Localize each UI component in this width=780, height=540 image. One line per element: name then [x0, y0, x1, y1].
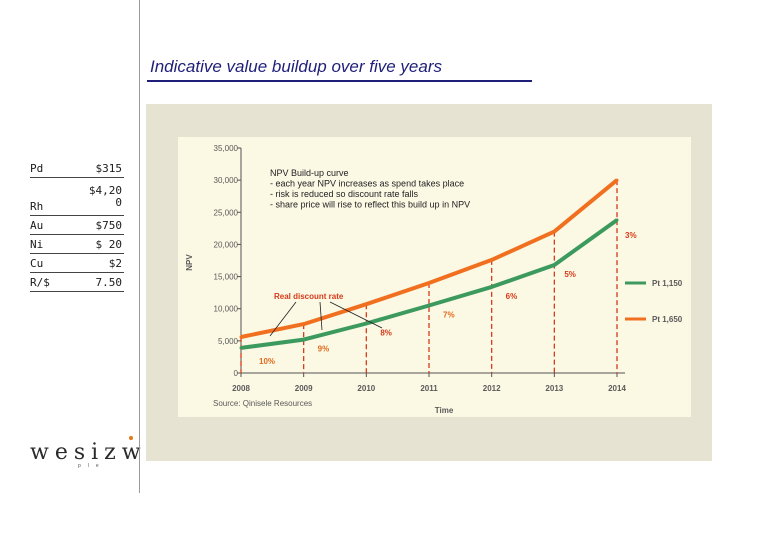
- metal-row: Ni $ 20: [30, 235, 124, 254]
- series-point: [364, 322, 368, 325]
- metal-row: Rh $4,20 0: [30, 178, 124, 216]
- annotation-line: - each year NPV increases as spend takes…: [270, 179, 464, 189]
- annotation-line: NPV Build-up curve: [270, 168, 349, 178]
- series-point: [302, 322, 306, 326]
- series-point: [552, 230, 556, 234]
- metal-symbol: Cu: [30, 257, 44, 270]
- y-tick-label: 20,000: [214, 240, 239, 249]
- y-tick-label: 10,000: [214, 305, 239, 314]
- logo-subtitle: ple: [78, 463, 106, 469]
- x-tick-label: 2012: [483, 384, 501, 393]
- y-tick-label: 15,000: [214, 273, 239, 282]
- metal-price: $315: [95, 161, 123, 175]
- y-tick-label: 5,000: [218, 337, 239, 346]
- discount-rate-label: 7%: [443, 311, 455, 320]
- series-point: [490, 258, 494, 262]
- series-point: [615, 218, 619, 222]
- x-tick-label: 2013: [545, 384, 563, 393]
- metal-symbol: R/$: [30, 276, 50, 289]
- side-panel: Pd $315 Rh $4,20 0 Au $750 Ni $ 20 Cu $2 R/$ 7.50 w…: [0, 0, 166, 540]
- x-tick-label: 2010: [357, 384, 375, 393]
- metal-price: $2: [108, 256, 122, 270]
- pointer-line: [269, 301, 297, 337]
- metal-price: $4,20 0: [88, 184, 122, 209]
- series-point: [490, 285, 494, 289]
- series-point: [615, 178, 619, 182]
- chart-series: [239, 178, 619, 350]
- metal-price: 7.50: [95, 275, 123, 289]
- series-point: [552, 263, 556, 267]
- plot-area: [178, 137, 691, 417]
- metal-symbol: Au: [30, 219, 44, 232]
- annotation-line: - risk is reduced so discount rate falls: [270, 189, 419, 199]
- company-logo: wesizwe ple: [30, 436, 166, 469]
- x-tick-label: 2014: [608, 384, 626, 393]
- series-point: [427, 281, 431, 285]
- y-tick-label: 35,000: [214, 144, 239, 153]
- discount-rate-label: 6%: [506, 292, 518, 301]
- x-tick-label: 2008: [232, 384, 250, 393]
- table-rule: [30, 253, 124, 254]
- discount-rate-label: 9%: [318, 345, 330, 354]
- chart-text: Pt 1,650 Pt 1,150 10% 9% 8% 7% 6% 5% 3% Real disc…: [213, 168, 683, 408]
- metal-row: Au $750: [30, 216, 124, 235]
- metal-row: Cu $2: [30, 254, 124, 273]
- x-tick-label: 2009: [295, 384, 313, 393]
- metal-symbol: Ni: [30, 238, 44, 251]
- metal-symbol: Pd: [30, 162, 44, 175]
- metal-row: Pd $315: [30, 159, 124, 178]
- metal-price: $ 20: [95, 237, 123, 251]
- discount-rate-label: 10%: [259, 357, 275, 366]
- legend-label: Pt 1,150: [652, 279, 683, 288]
- y-tick-label: 25,000: [214, 208, 239, 217]
- series-point: [239, 335, 243, 339]
- x-tick-label: 2011: [420, 384, 438, 393]
- metal-row: R/$ 7.50: [30, 273, 124, 292]
- y-axis-title: NPV: [185, 254, 194, 271]
- discount-label: Real discount rate: [274, 292, 344, 301]
- discount-rate-label: 8%: [380, 329, 392, 338]
- pointer-line: [319, 301, 323, 331]
- metal-symbol: Rh: [30, 200, 44, 213]
- annotation-line: - share price will rise to reflect this …: [270, 200, 470, 210]
- table-rule: [30, 291, 124, 292]
- legend-label: Pt 1,650: [652, 315, 683, 324]
- title-underline: [147, 80, 532, 82]
- metal-price-table: Pd $315 Rh $4,20 0 Au $750 Ni $ 20 Cu $2 R/$ 7.50: [30, 159, 124, 292]
- table-rule: [30, 234, 124, 235]
- divider-line: [139, 0, 140, 493]
- source-note: Source: Qinisele Resources: [213, 399, 312, 408]
- discount-rate-label: 5%: [564, 270, 576, 279]
- logo-wordmark: wesizwe: [30, 440, 166, 465]
- series-point: [427, 304, 431, 307]
- pointer-line: [329, 301, 383, 329]
- table-rule: [30, 215, 124, 216]
- table-rule: [30, 177, 124, 178]
- metal-price: $750: [95, 218, 123, 232]
- series-point: [239, 346, 243, 350]
- y-tick-label: 0: [234, 369, 239, 378]
- chart-axes: 0 5,000 10,000 15,000 20,000 25,000 30,000 35,0…: [185, 144, 626, 415]
- series-point: [364, 302, 368, 306]
- page-title: Indicative value buildup over five years: [150, 57, 442, 76]
- x-axis-title: Time: [435, 406, 454, 415]
- logo-dot-icon: [129, 436, 133, 440]
- discount-droplines: [240, 180, 618, 373]
- series-point: [302, 338, 306, 342]
- discount-rate-label: 3%: [625, 231, 637, 240]
- table-rule: [30, 272, 124, 273]
- y-tick-label: 30,000: [214, 176, 239, 185]
